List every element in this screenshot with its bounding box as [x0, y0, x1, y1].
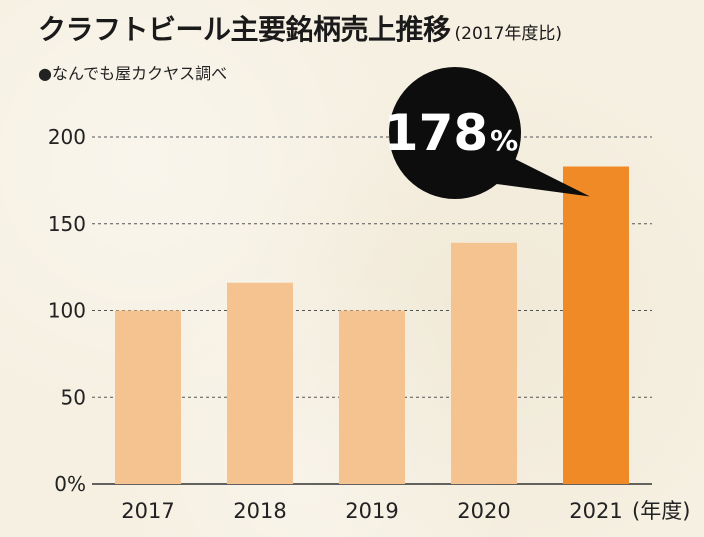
chart-title: クラフトビール主要銘柄売上推移 (2017年度比) [38, 8, 562, 48]
bar-2020 [451, 242, 517, 484]
y-tick-label: 50 [61, 385, 86, 409]
callout-pointer [489, 157, 590, 197]
bar-2021 [563, 166, 629, 484]
y-tick-label: 0% [54, 472, 86, 496]
callout-label: 178% [384, 104, 518, 162]
y-tick-label: 200 [48, 125, 86, 149]
x-tick-label: 2020 [457, 499, 510, 523]
x-tick-label: 2017 [121, 499, 174, 523]
chart-title-main: クラフトビール主要銘柄売上推移 [38, 13, 451, 46]
bar-2018 [227, 282, 293, 484]
callout-unit: % [490, 124, 518, 157]
bar-2019 [339, 310, 405, 484]
x-axis-unit: (年度) [632, 499, 690, 523]
x-tick-label: 2021 [569, 499, 622, 523]
x-tick-label: 2019 [345, 499, 398, 523]
x-tick-label: 2018 [233, 499, 286, 523]
bar-2017 [115, 310, 181, 484]
y-tick-label: 100 [48, 299, 86, 323]
chart-title-sub: (2017年度比) [454, 24, 563, 44]
callout-value: 178 [384, 104, 488, 162]
y-tick-label: 150 [48, 212, 86, 236]
source-note: ●なんでも屋カクヤス調べ [38, 64, 228, 83]
callout-bubble [389, 67, 521, 199]
